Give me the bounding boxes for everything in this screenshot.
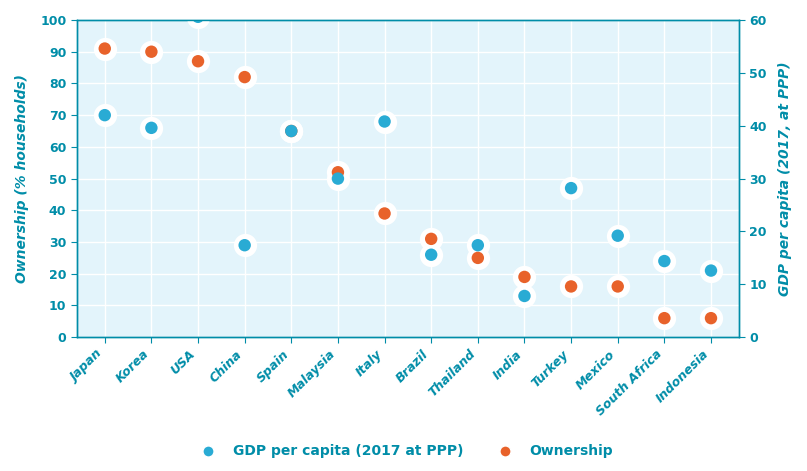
Point — [565, 283, 578, 290]
Point — [145, 48, 158, 56]
Point — [611, 283, 624, 290]
GDP per capita (2017 at PPP) — [191, 13, 204, 21]
Point — [98, 111, 111, 119]
Ownership — [518, 273, 531, 281]
GDP per capita (2017 at PPP) — [285, 127, 298, 135]
Point — [518, 292, 531, 300]
Point — [378, 118, 391, 125]
Point — [658, 257, 671, 265]
Point — [238, 242, 251, 249]
Y-axis label: GDP per capita (2017, at PPP): GDP per capita (2017, at PPP) — [778, 61, 792, 296]
Ownership — [145, 48, 158, 56]
Point — [191, 57, 204, 65]
Point — [471, 242, 484, 249]
Point — [705, 267, 717, 274]
GDP per capita (2017 at PPP) — [705, 267, 717, 274]
Point — [658, 315, 671, 322]
Ownership — [98, 45, 111, 52]
Ownership — [565, 283, 578, 290]
Point — [378, 210, 391, 217]
Point — [424, 235, 437, 243]
GDP per capita (2017 at PPP) — [611, 232, 624, 239]
Point — [98, 45, 111, 52]
Point — [705, 315, 717, 322]
GDP per capita (2017 at PPP) — [424, 251, 437, 259]
Point — [145, 124, 158, 131]
Ownership — [611, 283, 624, 290]
Ownership — [424, 235, 437, 243]
GDP per capita (2017 at PPP) — [471, 242, 484, 249]
Y-axis label: Ownership (% households): Ownership (% households) — [15, 74, 29, 283]
Ownership — [332, 169, 345, 176]
Point — [424, 251, 437, 259]
Point — [285, 127, 298, 135]
Point — [565, 184, 578, 192]
Ownership — [658, 315, 671, 322]
GDP per capita (2017 at PPP) — [518, 292, 531, 300]
Ownership — [285, 127, 298, 135]
Point — [611, 232, 624, 239]
Point — [332, 175, 345, 182]
Ownership — [378, 210, 391, 217]
Point — [191, 13, 204, 21]
Point — [285, 127, 298, 135]
GDP per capita (2017 at PPP) — [658, 257, 671, 265]
Legend: GDP per capita (2017 at PPP), Ownership: GDP per capita (2017 at PPP), Ownership — [188, 439, 619, 464]
GDP per capita (2017 at PPP) — [378, 118, 391, 125]
Point — [238, 73, 251, 81]
Point — [332, 169, 345, 176]
GDP per capita (2017 at PPP) — [98, 111, 111, 119]
Ownership — [705, 315, 717, 322]
GDP per capita (2017 at PPP) — [145, 124, 158, 131]
Point — [518, 273, 531, 281]
GDP per capita (2017 at PPP) — [238, 242, 251, 249]
GDP per capita (2017 at PPP) — [565, 184, 578, 192]
Ownership — [238, 73, 251, 81]
GDP per capita (2017 at PPP) — [332, 175, 345, 182]
Ownership — [191, 57, 204, 65]
Point — [471, 254, 484, 262]
Ownership — [471, 254, 484, 262]
